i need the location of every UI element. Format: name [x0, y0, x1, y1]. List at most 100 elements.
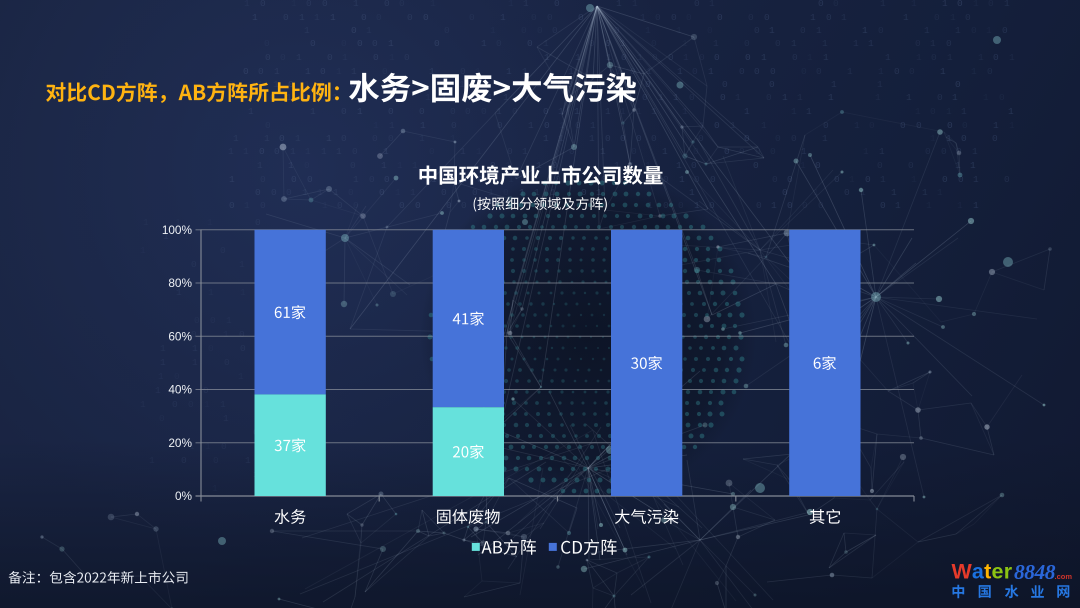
- svg-text:0: 0: [663, 200, 669, 211]
- svg-text:1: 1: [496, 106, 502, 117]
- svg-text:1: 1: [662, 146, 668, 157]
- svg-text:e: e: [992, 560, 1004, 584]
- svg-text:0: 0: [755, 146, 761, 157]
- svg-text:1: 1: [389, 52, 395, 63]
- svg-text:0: 0: [818, 0, 824, 9]
- svg-text:1: 1: [226, 315, 232, 326]
- svg-text:0: 0: [388, 106, 394, 117]
- svg-text:0: 0: [373, 52, 379, 63]
- svg-text:0: 0: [181, 455, 187, 466]
- svg-text:1: 1: [682, 38, 688, 49]
- svg-text:1: 1: [508, 174, 514, 185]
- svg-text:1: 1: [233, 133, 239, 144]
- svg-text:0: 0: [605, 133, 611, 144]
- svg-text:0: 0: [630, 66, 636, 77]
- svg-text:1: 1: [238, 371, 244, 382]
- svg-text:1: 1: [849, 174, 855, 185]
- svg-text:0: 0: [580, 92, 586, 103]
- svg-text:1: 1: [606, 52, 612, 63]
- svg-text:0: 0: [481, 106, 487, 117]
- svg-text:0: 0: [971, 25, 977, 36]
- svg-text:0: 0: [539, 200, 545, 211]
- svg-text:1: 1: [244, 0, 250, 9]
- svg-text:0: 0: [369, 174, 375, 185]
- svg-text:0: 0: [754, 66, 760, 77]
- svg-text:0: 0: [320, 66, 326, 77]
- svg-text:0: 0: [547, 12, 553, 23]
- svg-text:1: 1: [143, 217, 149, 228]
- svg-text:t: t: [984, 560, 991, 584]
- svg-text:0: 0: [477, 174, 483, 185]
- svg-text:0: 0: [503, 187, 509, 198]
- svg-text:0: 0: [833, 0, 839, 9]
- svg-text:1: 1: [450, 133, 456, 144]
- svg-text:0: 0: [787, 174, 793, 185]
- svg-text:1: 1: [192, 343, 198, 354]
- svg-text:0: 0: [772, 174, 778, 185]
- svg-text:1: 1: [637, 52, 643, 63]
- svg-text:0: 0: [175, 329, 181, 340]
- svg-text:1: 1: [481, 38, 487, 49]
- svg-text:1: 1: [640, 12, 646, 23]
- svg-text:0: 0: [259, 146, 265, 157]
- svg-text:1: 1: [782, 92, 788, 103]
- svg-text:0: 0: [554, 0, 560, 9]
- svg-text:1: 1: [299, 12, 305, 23]
- svg-text:1: 1: [632, 0, 638, 9]
- svg-text:1: 1: [243, 146, 249, 157]
- svg-text:0: 0: [274, 146, 280, 157]
- svg-text:0: 0: [877, 160, 883, 171]
- svg-text:0: 0: [260, 174, 266, 185]
- svg-text:0: 0: [621, 52, 627, 63]
- svg-text:1: 1: [488, 187, 494, 198]
- svg-text:1: 1: [244, 200, 250, 211]
- svg-text:0: 0: [900, 120, 906, 131]
- svg-text:0: 0: [434, 38, 440, 49]
- svg-text:0: 0: [668, 52, 674, 63]
- svg-text:1: 1: [366, 25, 372, 36]
- svg-text:0: 0: [947, 120, 953, 131]
- svg-text:0: 0: [159, 413, 165, 424]
- svg-text:1: 1: [600, 146, 606, 157]
- svg-text:1: 1: [961, 106, 967, 117]
- svg-text:1: 1: [322, 200, 328, 211]
- svg-text:0: 0: [909, 66, 915, 77]
- svg-text:0: 0: [770, 146, 776, 157]
- svg-text:1: 1: [431, 174, 437, 185]
- svg-text:1: 1: [971, 66, 977, 77]
- svg-text:1: 1: [911, 0, 917, 9]
- svg-text:1: 1: [373, 120, 379, 131]
- svg-text:1: 1: [946, 106, 952, 117]
- svg-text:1: 1: [425, 92, 431, 103]
- svg-text:1: 1: [155, 385, 161, 396]
- svg-text:1: 1: [813, 187, 819, 198]
- svg-text:0%: 0%: [175, 489, 193, 503]
- svg-text:0: 0: [461, 200, 467, 211]
- svg-text:0: 0: [744, 38, 750, 49]
- svg-text:1: 1: [1009, 120, 1015, 131]
- svg-text:80%: 80%: [168, 276, 192, 290]
- svg-text:0: 0: [930, 106, 936, 117]
- svg-text:1: 1: [689, 187, 695, 198]
- svg-text:1: 1: [677, 66, 683, 77]
- svg-text:0: 0: [692, 66, 698, 77]
- svg-text:0: 0: [631, 146, 637, 157]
- svg-text:1: 1: [828, 92, 834, 103]
- svg-text:0: 0: [961, 133, 967, 144]
- svg-text:0: 0: [407, 12, 413, 23]
- svg-text:0: 0: [739, 66, 745, 77]
- svg-text:1: 1: [500, 12, 506, 23]
- svg-text:1: 1: [505, 160, 511, 171]
- svg-text:1: 1: [1009, 52, 1015, 63]
- svg-text:0: 0: [717, 12, 723, 23]
- svg-text:0: 0: [322, 0, 328, 9]
- svg-text:0: 0: [698, 133, 704, 144]
- svg-text:0: 0: [710, 174, 716, 185]
- svg-text:1: 1: [885, 52, 891, 63]
- svg-text:0: 0: [689, 92, 695, 103]
- svg-text:1: 1: [189, 441, 195, 452]
- svg-text:0: 0: [916, 120, 922, 131]
- svg-text:0: 0: [229, 200, 235, 211]
- svg-text:1: 1: [676, 25, 682, 36]
- svg-text:0: 0: [446, 200, 452, 211]
